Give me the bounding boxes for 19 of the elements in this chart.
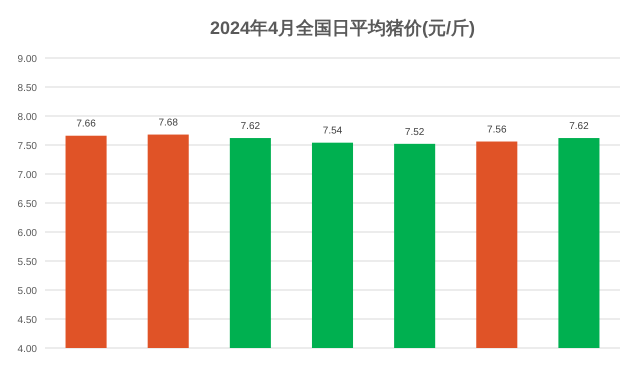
y-tick-label: 5.00 bbox=[18, 286, 38, 297]
y-tick-label: 6.00 bbox=[18, 228, 38, 239]
data-label: 7.66 bbox=[76, 118, 96, 130]
y-tick-label: 8.00 bbox=[18, 112, 38, 123]
data-label: 7.62 bbox=[240, 121, 261, 132]
y-tick-label: 9.00 bbox=[18, 54, 38, 65]
y-tick-label: 8.50 bbox=[18, 83, 38, 94]
y-tick-label: 7.00 bbox=[18, 170, 38, 181]
y-tick-label: 4.00 bbox=[18, 344, 38, 355]
data-label: 7.68 bbox=[158, 118, 178, 129]
y-tick-label: 4.50 bbox=[18, 315, 38, 326]
y-tick-label: 5.50 bbox=[18, 257, 38, 268]
chart-title: 2024年4月全国日平均猪价(元/斤) bbox=[210, 18, 476, 38]
y-tick-label: 6.50 bbox=[18, 199, 38, 210]
data-label: 7.56 bbox=[487, 124, 507, 136]
data-label: 7.62 bbox=[569, 121, 590, 132]
data-label: 7.54 bbox=[322, 126, 343, 137]
y-tick-label: 7.50 bbox=[18, 141, 38, 152]
data-label: 7.52 bbox=[404, 126, 425, 138]
